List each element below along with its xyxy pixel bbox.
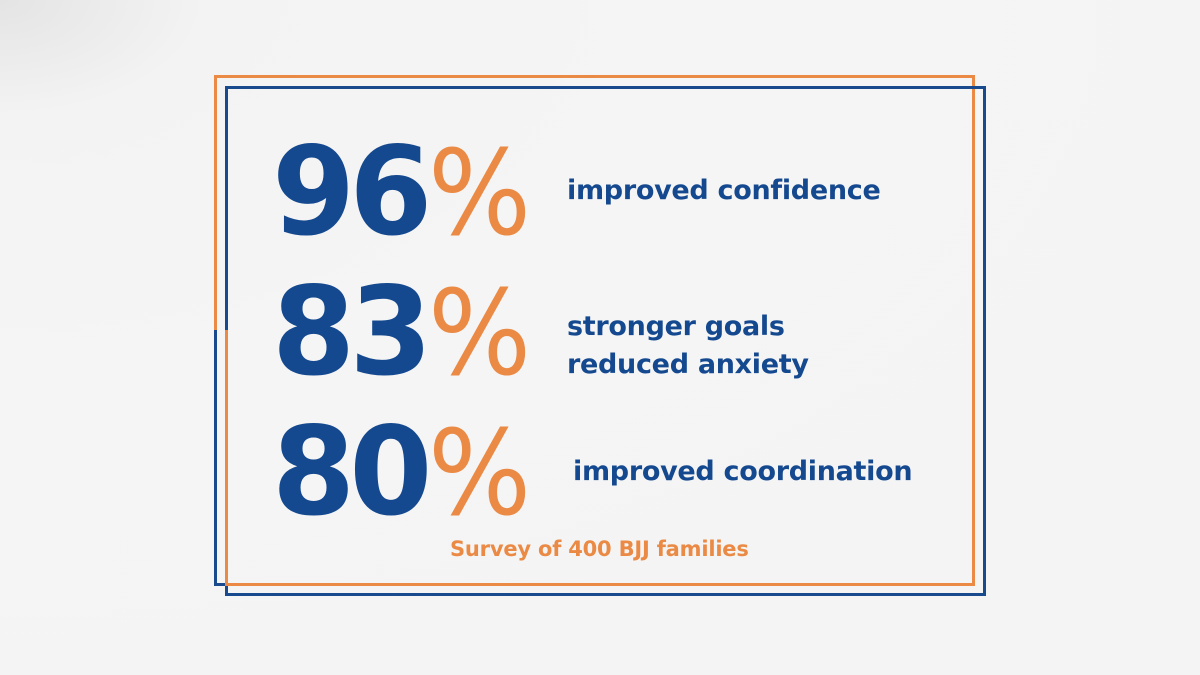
stat-row-goals-anxiety: 83 %	[272, 271, 540, 393]
percent-sign: %	[427, 124, 531, 262]
percent-sign: %	[427, 264, 531, 402]
percent-sign: %	[427, 404, 531, 542]
survey-footnote: Survey of 400 BJJ families	[450, 537, 749, 561]
stat-label-line: reduced anxiety	[567, 349, 809, 380]
stat-value: 80	[272, 401, 432, 543]
stat-label: improved coordination	[573, 453, 913, 491]
blue-frame-left-segment	[214, 330, 217, 586]
stat-row-coordination: 80 %	[272, 411, 540, 533]
stat-figure: 96 %	[272, 131, 540, 253]
stat-row-confidence: 96 %	[272, 131, 540, 253]
stat-label-line: improved coordination	[573, 456, 913, 487]
stat-figure: 83 %	[272, 271, 540, 393]
stat-label-line: stronger goals	[567, 311, 785, 342]
stat-label: improved confidence	[567, 172, 881, 210]
blue-frame-corner-segment	[214, 583, 228, 586]
orange-frame-left-segment	[225, 330, 228, 586]
stat-label: stronger goals reduced anxiety	[567, 308, 809, 384]
stat-label-line: improved confidence	[567, 175, 881, 206]
stat-value: 96	[272, 121, 432, 263]
stat-value: 83	[272, 261, 432, 403]
stat-figure: 80 %	[272, 411, 540, 533]
